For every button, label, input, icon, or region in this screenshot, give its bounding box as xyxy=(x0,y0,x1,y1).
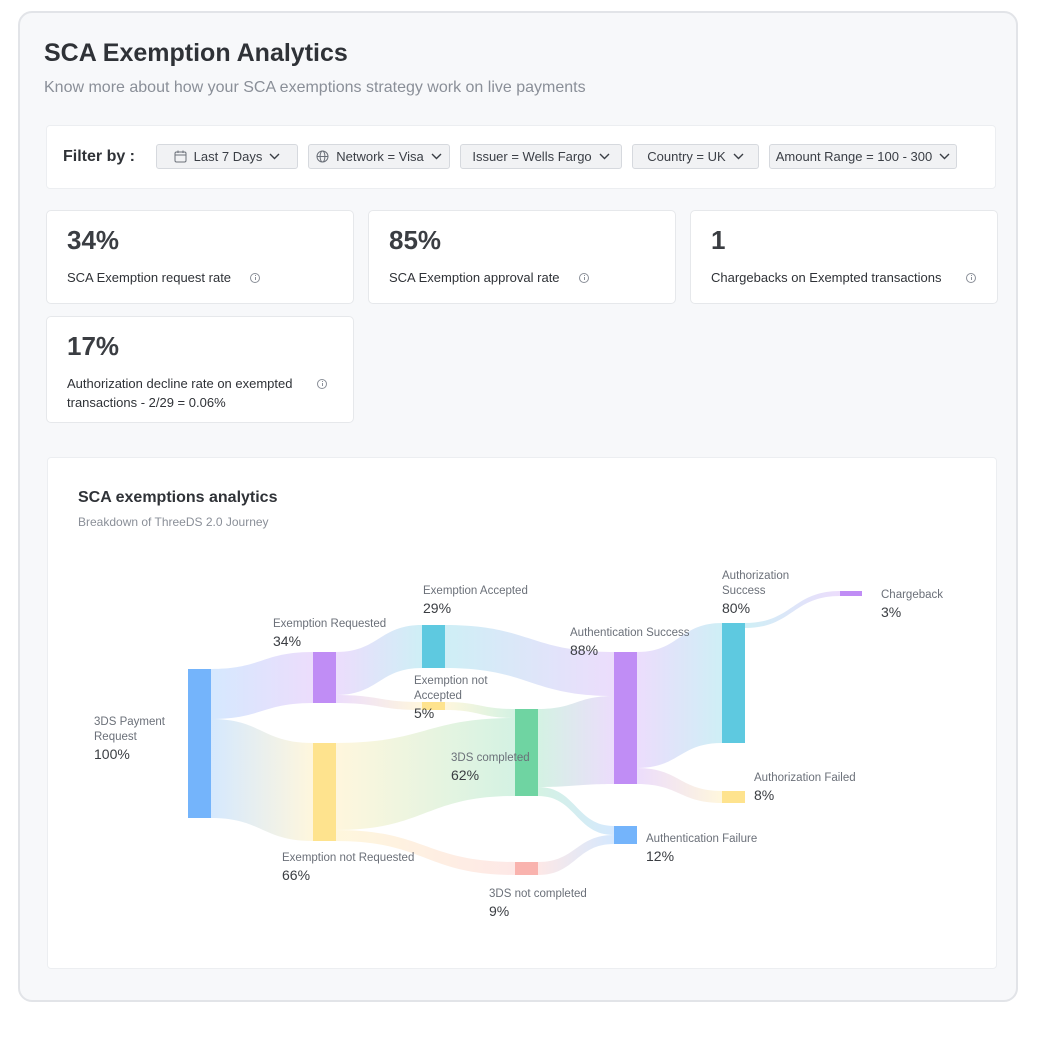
sankey-node-value: 80% xyxy=(722,600,750,616)
sankey-chart: 3DS Payment Request 100% Exemption Requeste… xyxy=(94,570,943,919)
metric-value: 85% xyxy=(389,225,442,255)
metric-label-line: transactions - 2/29 = 0.06% xyxy=(67,395,226,410)
sankey-node-label: Success xyxy=(722,585,766,597)
info-icon[interactable] xyxy=(579,273,589,283)
filter-country[interactable]: Country = UK xyxy=(632,144,759,169)
sankey-node-acc[interactable] xyxy=(422,625,445,668)
metric-label: Chargebacks on Exempted transactions xyxy=(711,270,942,285)
chart-title: SCA exemptions analytics xyxy=(78,489,278,506)
filter-amount-range[interactable]: Amount Range = 100 - 300 xyxy=(769,144,957,169)
chevron-down-icon xyxy=(431,153,442,160)
sankey-node-cb[interactable] xyxy=(840,591,862,596)
sankey-node-label: Authorization xyxy=(722,570,789,582)
sankey-node-done[interactable] xyxy=(515,709,538,796)
sankey-link-req-notacc xyxy=(336,695,422,710)
metric-card-approval-rate: 85% SCA Exemption approval rate xyxy=(368,210,676,304)
sankey-node-value: 3% xyxy=(881,604,901,620)
chevron-down-icon xyxy=(939,153,950,160)
page-title: SCA Exemption Analytics xyxy=(44,39,348,67)
sankey-node-value: 66% xyxy=(282,867,310,883)
sankey-node-value: 62% xyxy=(451,767,479,783)
sankey-node-req[interactable] xyxy=(313,652,336,703)
page-subtitle: Know more about how your SCA exemptions … xyxy=(44,79,586,96)
sankey-node-label: 3DS Payment xyxy=(94,716,166,728)
sankey-node-label: Authentication Success xyxy=(570,627,690,639)
metric-label: Authorization decline rate on exempted t… xyxy=(67,374,292,412)
sankey-node-label: Authorization Failed xyxy=(754,772,856,784)
sankey-link-done-authok xyxy=(538,696,614,787)
globe-icon xyxy=(316,150,329,163)
metric-card-decline-rate: 17% Authorization decline rate on exempt… xyxy=(46,316,354,423)
sankey-node-value: 8% xyxy=(754,787,774,803)
filter-bar: Filter by : Last 7 Days Network = Visa I… xyxy=(46,125,996,189)
sankey-node-notdone[interactable] xyxy=(515,862,538,875)
chevron-down-icon xyxy=(599,153,610,160)
chevron-down-icon xyxy=(269,153,280,160)
sankey-link-req-acc xyxy=(336,625,422,695)
sankey-node-label: Exemption Accepted xyxy=(423,585,528,597)
sankey-node-notacc[interactable] xyxy=(422,702,445,710)
metric-card-request-rate: 34% SCA Exemption request rate xyxy=(46,210,354,304)
chevron-down-icon xyxy=(733,153,744,160)
sankey-link-acc-authok xyxy=(445,625,614,696)
sankey-node-value: 88% xyxy=(570,642,598,658)
sankey-node-label: Exemption Requested xyxy=(273,618,386,630)
calendar-icon xyxy=(174,150,187,163)
sankey-node-label: Authentication Failure xyxy=(646,833,757,845)
info-icon[interactable] xyxy=(250,273,260,283)
metric-value: 1 xyxy=(711,225,726,255)
sankey-link-authzok-cb xyxy=(745,591,840,628)
chart-subtitle: Breakdown of ThreeDS 2.0 Journey xyxy=(78,515,269,529)
sankey-link-notreq-done xyxy=(336,718,515,830)
filter-network-label: Network = Visa xyxy=(336,149,424,164)
sankey-node-value: 34% xyxy=(273,633,301,649)
sankey-node-label: Chargeback xyxy=(881,589,943,601)
filter-country-label: Country = UK xyxy=(647,149,726,164)
sankey-node-value: 9% xyxy=(489,903,509,919)
filter-label: Filter by : xyxy=(63,148,136,165)
sankey-link-notacc-done xyxy=(445,702,515,718)
sankey-node-payment[interactable] xyxy=(188,669,211,818)
sankey-node-value: 29% xyxy=(423,600,451,616)
filter-amount-label: Amount Range = 100 - 300 xyxy=(775,149,933,164)
filter-issuer-label: Issuer = Wells Fargo xyxy=(472,149,592,164)
sankey-chart-card: SCA exemptions analytics Breakdown of Th… xyxy=(47,457,997,969)
metric-value: 17% xyxy=(67,331,120,361)
filter-issuer[interactable]: Issuer = Wells Fargo xyxy=(460,144,622,169)
sankey-link-notdone-authfail xyxy=(538,835,614,875)
filter-date-range[interactable]: Last 7 Days xyxy=(156,144,298,169)
sankey-node-notreq[interactable] xyxy=(313,743,336,841)
metric-label: SCA Exemption approval rate xyxy=(389,270,560,285)
sankey-node-label: 3DS completed xyxy=(451,752,530,764)
sankey-node-label: Request xyxy=(94,731,138,743)
metric-label-line: Authorization decline rate on exempted xyxy=(67,376,293,391)
sankey-node-value: 12% xyxy=(646,848,674,864)
sankey-link-payment-req xyxy=(211,652,313,719)
sankey-node-label: Exemption not Requested xyxy=(282,852,414,864)
sankey-node-label: Accepted xyxy=(414,690,462,702)
sankey-node-value: 100% xyxy=(94,746,130,762)
sankey-node-label: 3DS not completed xyxy=(489,888,587,900)
sankey-node-authok[interactable] xyxy=(614,652,637,784)
sankey-link-authok-authzok xyxy=(637,623,722,768)
metric-label: SCA Exemption request rate xyxy=(67,270,232,285)
filter-date-label: Last 7 Days xyxy=(193,149,263,164)
sankey-node-value: 5% xyxy=(414,705,434,721)
sankey-node-label: Exemption not xyxy=(414,675,488,687)
sankey-link-done-authfail xyxy=(538,787,614,835)
sankey-link-notreq-notdone xyxy=(336,830,515,875)
metric-card-chargebacks: 1 Chargebacks on Exempted transactions xyxy=(690,210,998,304)
sankey-link-authok-authzfail xyxy=(637,768,722,803)
info-icon[interactable] xyxy=(317,379,327,389)
info-icon[interactable] xyxy=(966,273,976,283)
metric-value: 34% xyxy=(67,225,120,255)
sankey-node-authfail[interactable] xyxy=(614,826,637,844)
sankey-node-authzfail[interactable] xyxy=(722,791,745,803)
analytics-panel: SCA Exemption Analytics Know more about … xyxy=(18,11,1018,1002)
filter-network[interactable]: Network = Visa xyxy=(308,144,450,169)
sankey-link-payment-notreq xyxy=(211,719,313,841)
sankey-node-authzok[interactable] xyxy=(722,623,745,743)
